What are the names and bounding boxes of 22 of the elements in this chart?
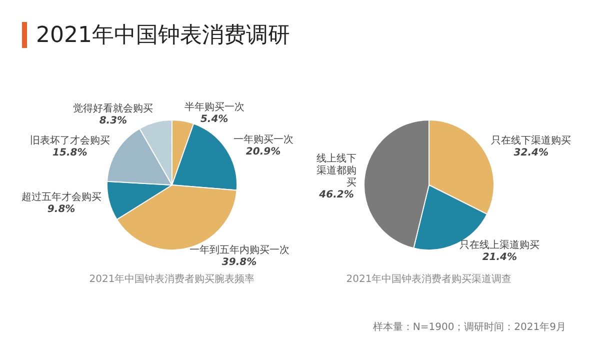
- slice-label: 觉得好看就会购买: [73, 102, 154, 114]
- data-label: 9.8%: [47, 204, 76, 216]
- slice-label: 只在线上渠道购买: [460, 239, 540, 252]
- slice-label: 一年到五年内购买一次: [189, 244, 290, 256]
- slice-label: 半年购买一次: [184, 101, 244, 114]
- data-label: 46.2%: [318, 189, 354, 200]
- data-label: 5.4%: [200, 114, 228, 126]
- slice-label: 旧表坏了才会购买: [30, 134, 110, 147]
- data-label: 21.4%: [482, 252, 518, 264]
- chart-title: 2021年中国钟表消费调研: [36, 22, 290, 50]
- data-label: 39.8%: [222, 256, 257, 268]
- text: 2021年中国钟表消费者购买渠道调查: [346, 272, 512, 286]
- data-label: 20.9%: [246, 146, 281, 158]
- text: 样本量：N=1900；调研时间：2021年9月: [372, 320, 566, 334]
- data-label: 32.4%: [514, 148, 548, 159]
- text: 2021年中国钟表消费者购买腕表频率: [89, 272, 255, 286]
- slice-label: 只在线下渠道购买: [491, 134, 572, 147]
- slice-label: 超过五年才会购买: [21, 191, 102, 204]
- slice-label: 线上线下渠道都购买: [316, 152, 357, 188]
- data-label: 15.8%: [52, 148, 88, 159]
- slice-label: 一年购买一次: [233, 133, 294, 146]
- data-label: 8.3%: [99, 115, 128, 126]
